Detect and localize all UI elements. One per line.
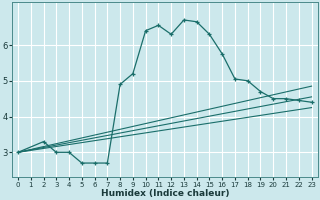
X-axis label: Humidex (Indice chaleur): Humidex (Indice chaleur)	[100, 189, 229, 198]
